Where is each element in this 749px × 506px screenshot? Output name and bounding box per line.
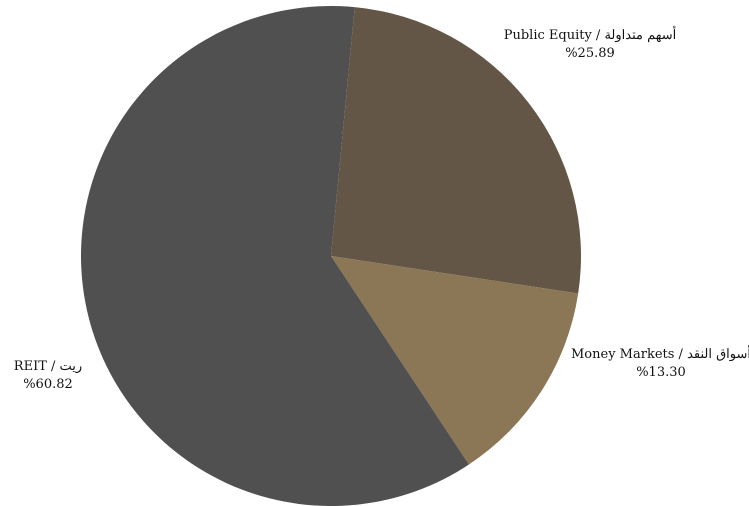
slice-value-reit: %60.82 xyxy=(23,377,73,392)
pie-slice-public-equity xyxy=(331,7,581,294)
slice-value-money-markets: %13.30 xyxy=(636,365,686,380)
slice-label-money-markets: Money Markets / أسواق النقد xyxy=(571,345,749,362)
pie-slice-reit xyxy=(81,5,469,506)
slice-label-public-equity: Public Equity / أسهم متداولة xyxy=(504,26,677,43)
slice-value-public-equity: %25.89 xyxy=(565,46,615,61)
pie-slices xyxy=(81,5,581,506)
pie-slice-money-markets xyxy=(331,256,579,465)
slice-label-reit: REIT / ريت xyxy=(14,359,82,374)
